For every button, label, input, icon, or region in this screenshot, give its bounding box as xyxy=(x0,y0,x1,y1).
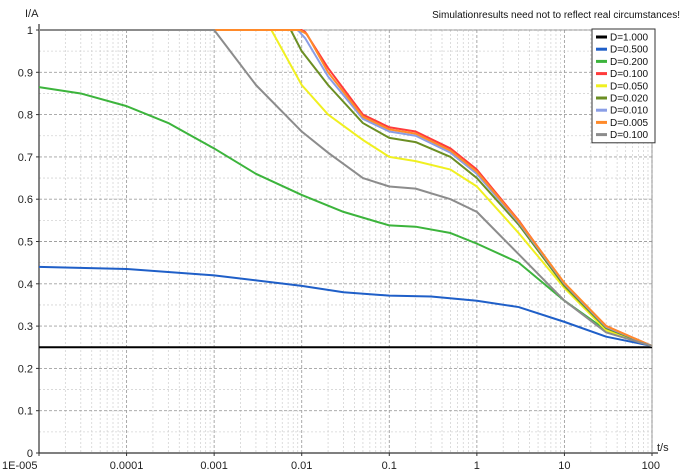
tick-labels: 0 0.1 0.2 0.3 0.4 0.5 0.6 0.7 0.8 0.9 1 1E-005 0.000… xyxy=(2,25,660,472)
y-tick-label: 1 xyxy=(27,25,33,37)
series-line-4 xyxy=(39,29,653,347)
y-axis-label: I/A xyxy=(25,8,39,20)
y-tick-label: 0 xyxy=(27,448,33,460)
legend-entry: D=0.500 xyxy=(610,45,649,56)
legend-entry: D=0.005 xyxy=(610,118,649,129)
legend-entry: D=0.050 xyxy=(610,81,649,92)
y-tick-label: 0.6 xyxy=(18,194,33,206)
y-tick-label: 0.9 xyxy=(18,67,33,79)
x-tick-label: 0.0001 xyxy=(110,460,144,472)
x-tick-label: 0.1 xyxy=(382,460,397,472)
x-axis-label: t/s xyxy=(657,442,669,454)
legend-entry: D=0.020 xyxy=(610,94,649,105)
x-tick-label: 0.01 xyxy=(291,460,312,472)
x-tick-label: 100 xyxy=(642,460,660,472)
y-tick-label: 0.7 xyxy=(18,152,33,164)
y-tick-label: 0.8 xyxy=(18,110,33,122)
series-layer xyxy=(38,29,653,349)
x-tick-label: 1 xyxy=(474,460,480,472)
x-tick-label: 10 xyxy=(558,460,570,472)
legend-entry: D=0.100 xyxy=(610,69,649,80)
series-line-5 xyxy=(39,29,653,347)
grid-lines xyxy=(38,29,653,454)
series-line-1 xyxy=(38,265,653,347)
disclaimer-annotation: Simulationresults need not to reflect re… xyxy=(432,10,680,21)
series-line-8 xyxy=(39,29,653,347)
legend-entry: D=0.100 xyxy=(610,130,649,141)
legend-entry: D=0.200 xyxy=(610,57,649,68)
y-tick-label: 0.3 xyxy=(18,321,33,333)
legend-entry: D=0.010 xyxy=(610,106,649,117)
x-tick-label: 1E-005 xyxy=(2,460,37,472)
x-tick-label: 0.001 xyxy=(200,460,228,472)
legend-entry: D=1.000 xyxy=(610,33,649,44)
series-line-2 xyxy=(38,86,653,347)
y-tick-label: 0.5 xyxy=(18,237,33,249)
series-line-7 xyxy=(39,29,653,347)
y-tick-label: 0.1 xyxy=(18,406,33,418)
legend: D=1.000D=0.500D=0.200D=0.100D=0.050D=0.0… xyxy=(591,28,656,144)
y-tick-label: 0.4 xyxy=(18,279,33,291)
y-tick-label: 0.2 xyxy=(18,363,33,375)
